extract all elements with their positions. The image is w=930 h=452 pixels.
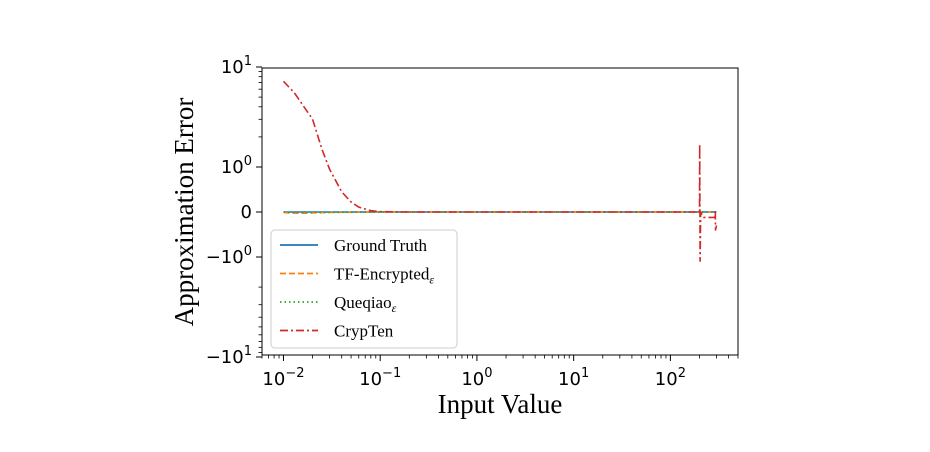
y-tick-label-3: 0 <box>241 202 252 223</box>
series-lines <box>282 80 718 262</box>
x-tick-label-4: 101 <box>558 366 589 390</box>
x-axis-label: Input Value <box>438 389 563 419</box>
y-tick-label-2: 100 <box>221 154 252 178</box>
legend: Ground Truth TF-Encryptedε Queqiaoε CrypTen <box>270 229 458 349</box>
legend-label-4: CrypTen <box>334 322 394 341</box>
y-axis-label: Approximation Error <box>169 98 199 327</box>
legend-label-1: Ground Truth <box>334 236 428 255</box>
legend-label-3: Queqiaoε <box>334 293 397 315</box>
x-tick-label-1: 10−2 <box>262 366 304 390</box>
axis-ticks: 10−2 10−1 100 101 102 101 100 0 −100 −101 <box>206 54 739 390</box>
x-tick-label-3: 100 <box>461 366 492 390</box>
legend-box <box>270 229 458 349</box>
x-tick-label-5: 102 <box>655 366 686 390</box>
y-tick-label-5: −101 <box>206 344 252 368</box>
y-tick-label-4: −100 <box>206 244 252 268</box>
x-tick-label-2: 10−1 <box>359 366 401 390</box>
series-line-3 <box>283 211 717 214</box>
series-line-4 <box>282 80 718 262</box>
legend-label-2: TF-Encryptedε <box>334 265 434 287</box>
y-tick-label-1: 101 <box>221 54 252 78</box>
